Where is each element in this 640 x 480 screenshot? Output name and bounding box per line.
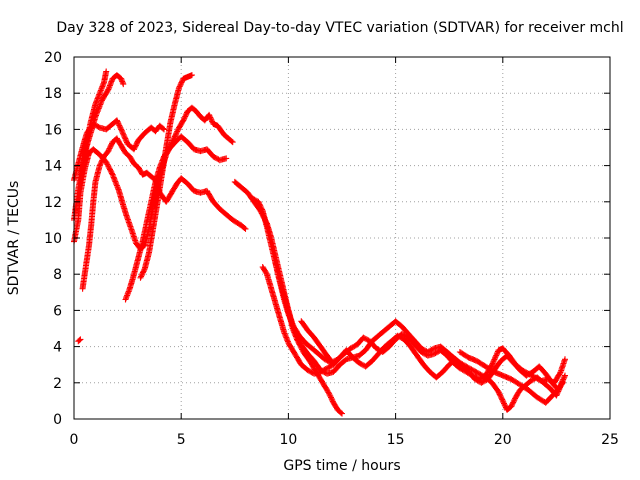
- x-tick-label: 25: [601, 432, 619, 448]
- series-trace-14: [456, 349, 566, 406]
- y-tick-label: 18: [44, 86, 62, 102]
- x-axis-label: GPS time / hours: [283, 458, 400, 474]
- y-tick-label: 4: [53, 340, 62, 356]
- grid: [74, 57, 610, 419]
- series-marks: [122, 133, 230, 303]
- series-marks: [456, 349, 566, 406]
- y-tick-label: 10: [44, 231, 62, 247]
- x-tick-label: 20: [494, 432, 512, 448]
- x-tick-label: 0: [70, 432, 79, 448]
- y-axis-label: SDTVAR / TECUs: [6, 181, 22, 296]
- series-marks: [231, 178, 345, 417]
- y-tick-label: 8: [53, 267, 62, 283]
- series-marks: [75, 336, 84, 345]
- x-tick-label: 15: [387, 432, 405, 448]
- series-marks: [249, 195, 566, 413]
- series-trace-10: [249, 195, 566, 413]
- tick-labels: 0 5 10 15 20 25 0 2 4 6 8 10 12 14 16 18 20: [44, 50, 619, 448]
- chart-title: Day 328 of 2023, Sidereal Day-to-day VTE…: [56, 20, 623, 36]
- y-tick-label: 0: [53, 412, 62, 428]
- series-marks: [77, 68, 110, 187]
- series-trace-12: [272, 260, 568, 386]
- series-marks: [298, 318, 335, 365]
- series-trace-7: [77, 68, 110, 187]
- y-tick-label: 6: [53, 303, 62, 319]
- y-tick-label: 12: [44, 195, 62, 211]
- series-marks: [272, 260, 568, 386]
- series-trace-8: [137, 72, 195, 281]
- series-trace-5: [122, 133, 230, 303]
- series-trace-9: [231, 178, 345, 417]
- y-tick-label: 14: [44, 159, 62, 175]
- series-marks: [79, 135, 249, 292]
- y-tick-label: 16: [44, 122, 62, 138]
- x-tick-label: 5: [177, 432, 186, 448]
- series-trace-4: [79, 135, 249, 292]
- x-tick-label: 10: [279, 432, 297, 448]
- series-trace-3: [75, 336, 84, 345]
- data-marks: [71, 68, 568, 417]
- axis-ticks: [73, 56, 611, 420]
- series-trace-13: [298, 318, 335, 365]
- series-marks: [137, 72, 195, 281]
- y-tick-label: 2: [53, 376, 62, 392]
- y-tick-label: 20: [44, 50, 62, 66]
